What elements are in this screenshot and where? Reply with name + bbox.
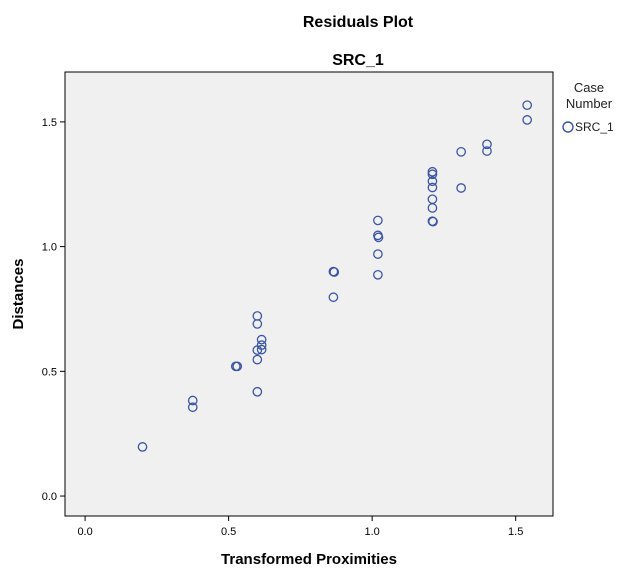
data-point [256, 340, 267, 350]
data-point [256, 334, 267, 345]
data-point [427, 169, 438, 180]
data-point [482, 139, 492, 150]
chart-title: Residuals Plot [303, 14, 414, 31]
x-tick-label: 0.0 [77, 526, 92, 538]
legend: Case Number SRC_1 [562, 80, 614, 134]
data-point [482, 146, 492, 156]
x-axis-label: Transformed Proximities [221, 551, 397, 568]
y-tick-label: 1.0 [42, 242, 57, 254]
data-point [427, 203, 438, 213]
data-point [427, 176, 438, 187]
x-axis-ticks: 0.0 0.5 1.0 1.5 [77, 516, 523, 538]
data-point [256, 344, 267, 355]
data-point [232, 361, 243, 372]
y-axis-label: Distances [10, 259, 27, 330]
data-point [428, 216, 438, 227]
x-tick-label: 1.0 [365, 526, 380, 538]
data-point [373, 269, 383, 280]
legend-series-label: SRC_1 [575, 120, 614, 134]
legend-marker [562, 121, 574, 133]
data-point [328, 292, 339, 303]
y-axis-ticks: 0.0 0.5 1.0 1.5 [42, 117, 65, 503]
chart-subtitle: SRC_1 [332, 52, 384, 69]
y-tick-label: 1.5 [42, 117, 57, 129]
data-point [252, 354, 263, 365]
legend-title-line2: Number [566, 96, 613, 111]
data-point [522, 100, 533, 111]
data-point [187, 402, 198, 413]
data-point [427, 166, 438, 177]
data-point [427, 182, 438, 193]
data-point [522, 115, 533, 125]
y-tick-label: 0.5 [42, 366, 57, 378]
plot-area [64, 71, 554, 517]
data-point [137, 442, 148, 452]
data-point [373, 232, 384, 243]
y-tick-label: 0.0 [42, 491, 57, 503]
legend-title-line1: Case [574, 80, 604, 95]
data-point [187, 395, 198, 406]
data-point [373, 249, 383, 259]
data-point [456, 183, 466, 193]
x-tick-label: 0.5 [221, 526, 236, 538]
data-point [373, 215, 383, 226]
scatter-points [137, 100, 533, 452]
data-point [329, 267, 340, 277]
data-point [252, 319, 263, 329]
x-tick-label: 1.5 [508, 526, 523, 538]
data-point [252, 386, 263, 397]
data-point [456, 146, 466, 157]
